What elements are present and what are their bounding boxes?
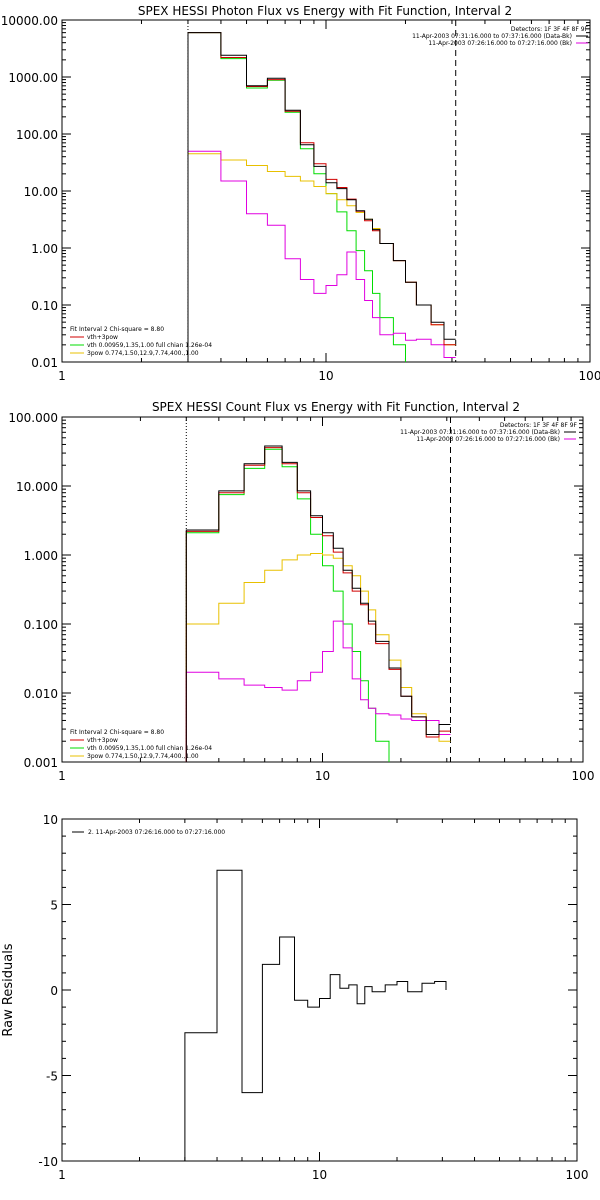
x-tick-label: 1 xyxy=(58,1168,66,1182)
header-bk-interval: 11-Apr-2003 07:26:16.000 to 07:27:16.000… xyxy=(428,40,572,47)
series-data-bk xyxy=(185,445,451,762)
y-tick-label: 0.010 xyxy=(24,687,58,701)
y-tick-label: 0.001 xyxy=(24,756,58,770)
legend-3pow: 3pow 0.774,1.50,12.9,7.74,400.,1.00 xyxy=(87,753,199,760)
x-tick-label: 10 xyxy=(318,369,333,383)
series-bk xyxy=(185,620,451,762)
header-detectors: Detectors: 1F 3F 4F 8F 9F xyxy=(500,422,578,429)
series-vth-3pow xyxy=(185,447,451,762)
legend-3pow: 3pow 0.774,1.50,12.9,7.74,400.,1.00 xyxy=(87,350,199,357)
legend-vth: vth 0.00959,1.35,1.00 full chian 1.26e-0… xyxy=(87,745,212,752)
header-detectors: Detectors: 1F 3F 4F 8F 9F xyxy=(511,26,589,33)
chart-title: SPEX HESSI Count Flux vs Energy with Fit… xyxy=(152,400,520,414)
count-flux-chart: SPEX HESSI Count Flux vs Energy with Fit… xyxy=(8,400,595,783)
legend-fit-interval: Fit Interval 2 Chi-square = 8.80 xyxy=(70,729,164,736)
series-vth xyxy=(185,448,390,762)
y-tick-label: 5 xyxy=(50,899,58,913)
y-tick-label: 1.00 xyxy=(31,242,58,256)
plot-area xyxy=(187,32,456,362)
series-vth-3pow xyxy=(187,32,456,362)
x-tick-label: 1 xyxy=(58,369,66,383)
y-tick-label: 0.10 xyxy=(31,299,58,313)
residuals-chart: Raw Residuals 2. 11-Apr-2003 07:26:16.00… xyxy=(1,813,589,1182)
x-tick-label: 100 xyxy=(572,769,595,783)
residual-series xyxy=(184,869,447,1161)
y-tick-label: 10.000 xyxy=(16,480,58,494)
legend-interval: 2. 11-Apr-2003 07:26:16.000 to 07:27:16.… xyxy=(88,829,225,836)
x-tick-label: 10 xyxy=(315,769,330,783)
x-tick-label: 10 xyxy=(312,1168,327,1182)
series-bk xyxy=(187,150,456,362)
x-tick-label: 1 xyxy=(58,769,66,783)
photon-flux-chart: SPEX HESSI Photon Flux vs Energy with Fi… xyxy=(1,4,600,383)
series-3pow xyxy=(185,553,451,762)
y-tick-label: -10 xyxy=(38,1155,58,1169)
y-tick-label: 100.000 xyxy=(8,411,58,425)
series-data-bk xyxy=(187,32,456,362)
y-tick-label: 0.01 xyxy=(31,356,58,370)
y-tick-label: 10 xyxy=(43,813,58,827)
legend-vth-3pow: vth+3pow xyxy=(87,737,118,744)
legend-vth: vth 0.00959,1.35,1.00 full chian 1.26e-0… xyxy=(87,342,212,349)
x-tick-label: 100 xyxy=(566,1168,589,1182)
header-bk-interval: 11-Apr-2003 07:26:16.000 to 07:27:16.000… xyxy=(416,436,560,443)
y-tick-label: -5 xyxy=(46,1070,58,1084)
plot-frame xyxy=(61,818,578,1162)
header-data-interval: 11-Apr-2003 07:31:16.000 to 07:37:16.000… xyxy=(412,33,572,40)
legend-fit-interval: Fit Interval 2 Chi-square = 8.80 xyxy=(70,326,164,333)
y-tick-label: 1.000 xyxy=(24,549,58,563)
y-tick-label: 1000.00 xyxy=(8,71,58,85)
x-tick-label: 100 xyxy=(579,369,600,383)
y-tick-label: 10.00 xyxy=(24,185,58,199)
legend-vth-3pow: vth+3pow xyxy=(87,334,118,341)
plot-area xyxy=(185,445,451,762)
plot-area xyxy=(184,869,447,1161)
y-tick-label: 100.00 xyxy=(16,128,58,142)
y-tick-label: 0 xyxy=(50,984,58,998)
y-tick-label: 0.100 xyxy=(24,618,58,632)
series-3pow xyxy=(187,153,456,362)
chart-title: SPEX HESSI Photon Flux vs Energy with Fi… xyxy=(138,4,512,18)
plot-frame xyxy=(61,416,584,763)
header-data-interval: 11-Apr-2003 07:31:16.000 to 07:37:16.000… xyxy=(400,429,560,436)
y-axis-label: Raw Residuals xyxy=(1,943,16,1036)
y-tick-label: 10000.00 xyxy=(1,14,58,28)
